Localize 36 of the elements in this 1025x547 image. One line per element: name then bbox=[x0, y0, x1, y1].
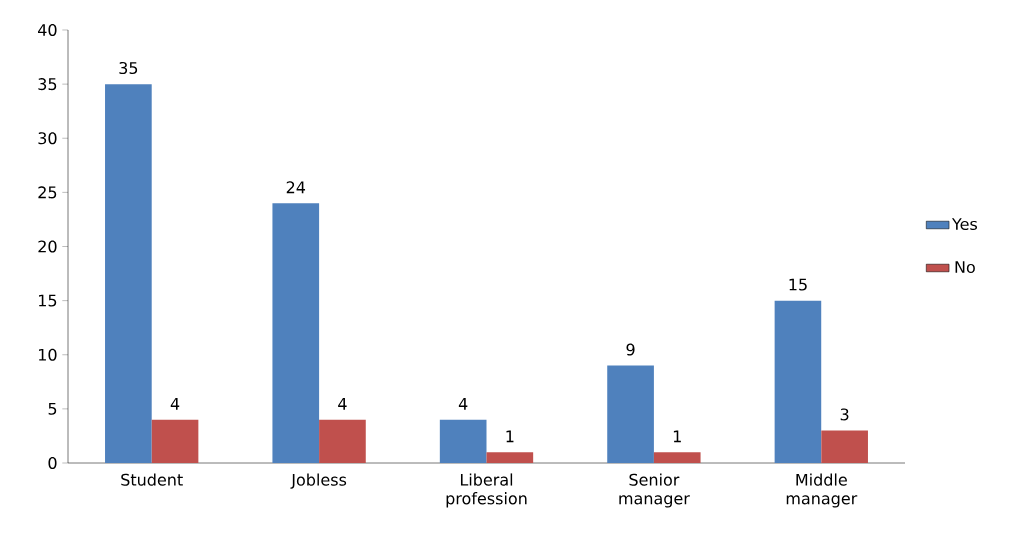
bar bbox=[774, 300, 822, 463]
data-label: 15 bbox=[789, 278, 807, 291]
x-tick-label: Liberal profession bbox=[446, 473, 527, 508]
data-label: 4 bbox=[170, 397, 180, 410]
x-tick-label: Senior manager bbox=[619, 473, 690, 508]
data-label: 24 bbox=[286, 181, 306, 194]
y-tick-label: 30 bbox=[38, 132, 57, 145]
bar bbox=[486, 452, 534, 463]
legend-label: Yes bbox=[951, 218, 978, 231]
data-label: 9 bbox=[626, 343, 635, 356]
y-tick-label: 5 bbox=[48, 402, 57, 415]
data-label: 35 bbox=[119, 61, 138, 75]
y-tick-label: 35 bbox=[38, 78, 57, 91]
data-label: 1 bbox=[673, 430, 681, 443]
y-tick-label: 25 bbox=[38, 186, 57, 199]
data-label: 3 bbox=[840, 408, 849, 421]
y-tick-label: 15 bbox=[39, 294, 57, 307]
bar bbox=[821, 430, 868, 463]
bar bbox=[151, 419, 199, 463]
y-tick-label: 40 bbox=[38, 23, 57, 37]
bar bbox=[653, 452, 701, 463]
bar bbox=[319, 419, 366, 463]
bar bbox=[105, 84, 152, 463]
y-tick-label: 0 bbox=[48, 456, 57, 470]
data-label: 4 bbox=[338, 397, 347, 410]
x-tick-label: Student bbox=[121, 473, 183, 486]
bar bbox=[272, 203, 320, 463]
data-label: 1 bbox=[506, 430, 514, 443]
bar bbox=[607, 365, 654, 463]
y-tick-label: 10 bbox=[39, 348, 57, 361]
bar bbox=[439, 419, 487, 463]
y-tick-label: 20 bbox=[38, 240, 57, 253]
legend-label: No bbox=[955, 261, 975, 274]
data-label: 4 bbox=[458, 397, 468, 410]
x-tick-label: Jobless bbox=[290, 473, 347, 489]
x-tick-label: Middle manager bbox=[786, 473, 858, 508]
